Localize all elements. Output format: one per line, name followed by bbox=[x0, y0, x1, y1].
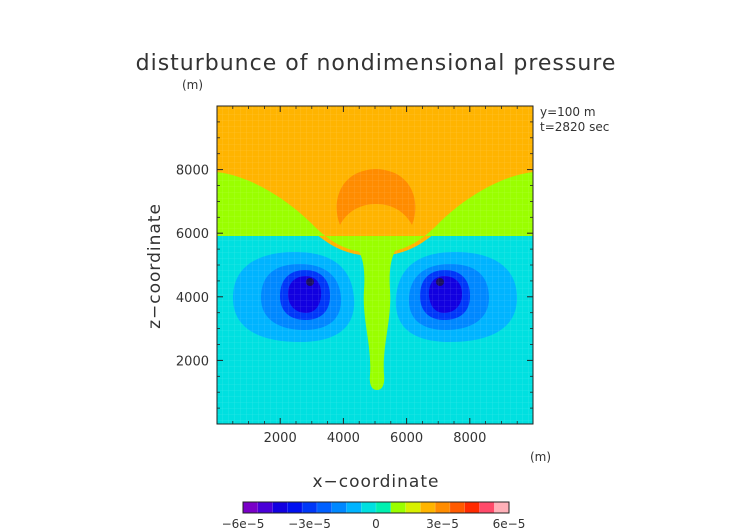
colorbar-ticks: −6e−5 −3e−5 0 3e−5 6e−5 bbox=[222, 517, 526, 531]
colorbar-swatch-6 bbox=[331, 502, 347, 513]
colorbar-swatch-10 bbox=[390, 502, 406, 513]
x-axis-unit: (m) bbox=[530, 450, 551, 464]
colorbar-swatch-1 bbox=[257, 502, 273, 513]
y-tick-label-1: 4000 bbox=[176, 291, 209, 306]
colorbar-tick-label-3: 3e−5 bbox=[426, 517, 459, 531]
colorbar bbox=[242, 501, 510, 514]
annotation-y: y=100 m bbox=[540, 105, 596, 119]
colorbar-swatch-0 bbox=[243, 502, 259, 513]
contour-field bbox=[217, 106, 533, 424]
y-axis-label: z−coordinate bbox=[145, 203, 165, 329]
colorbar-swatch-8 bbox=[361, 502, 377, 513]
grid-overlay bbox=[217, 106, 533, 424]
colorbar-swatch-14 bbox=[449, 502, 465, 513]
colorbar-swatch-13 bbox=[435, 502, 451, 513]
y-tick-label-2: 6000 bbox=[176, 227, 209, 242]
x-tick-label-0: 2000 bbox=[264, 431, 297, 446]
colorbar-tick-label-4: 6e−5 bbox=[493, 517, 526, 531]
colorbar-tick-label-2: 0 bbox=[372, 517, 380, 531]
colorbar-swatch-5 bbox=[316, 502, 332, 513]
y-tick-label-0: 2000 bbox=[176, 354, 209, 369]
colorbar-swatch-4 bbox=[302, 502, 318, 513]
title-unit: (m) bbox=[182, 78, 203, 92]
x-tick-label-3: 8000 bbox=[453, 431, 486, 446]
annotation-time: t=2820 sec bbox=[540, 120, 609, 134]
chart-title: disturbunce of nondimensional pressure bbox=[136, 51, 617, 76]
colorbar-swatch-11 bbox=[405, 502, 421, 513]
axis-ticks: 2000 4000 6000 8000 2000 4000 6000 8000 bbox=[176, 106, 533, 446]
y-tick-label-3: 8000 bbox=[176, 164, 209, 179]
colorbar-swatch-17 bbox=[494, 502, 510, 513]
colorbar-swatch-12 bbox=[420, 502, 436, 513]
colorbar-tick-label-1: −3e−5 bbox=[288, 517, 331, 531]
colorbar-swatch-15 bbox=[464, 502, 480, 513]
x-tick-label-1: 4000 bbox=[327, 431, 360, 446]
colorbar-frame bbox=[242, 501, 510, 514]
x-axis-label: x−coordinate bbox=[313, 472, 440, 492]
x-tick-label-2: 6000 bbox=[390, 431, 423, 446]
colorbar-swatch-7 bbox=[346, 502, 362, 513]
colorbar-tick-label-0: −6e−5 bbox=[222, 517, 265, 531]
colorbar-swatch-9 bbox=[376, 502, 392, 513]
colorbar-swatch-3 bbox=[287, 502, 303, 513]
colorbar-swatch-2 bbox=[272, 502, 288, 513]
colorbar-swatch-16 bbox=[479, 502, 495, 513]
